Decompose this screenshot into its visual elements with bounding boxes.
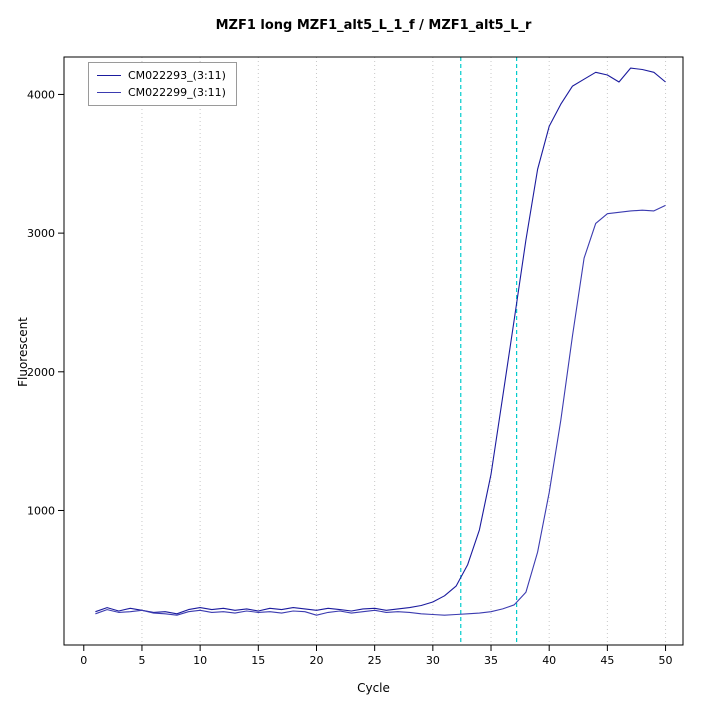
svg-text:4000: 4000 bbox=[27, 88, 55, 101]
legend-line-swatch bbox=[97, 75, 121, 76]
svg-text:25: 25 bbox=[368, 654, 382, 667]
chart-title: MZF1 long MZF1_alt5_L_1_f / MZF1_alt5_L_… bbox=[215, 18, 532, 33]
legend-label: CM022293_(3:11) bbox=[128, 69, 226, 82]
svg-text:40: 40 bbox=[542, 654, 556, 667]
y-axis-label: Fluorescent bbox=[16, 317, 30, 387]
legend-item: CM022299_(3:11) bbox=[97, 84, 226, 101]
svg-text:3000: 3000 bbox=[27, 227, 55, 240]
svg-text:30: 30 bbox=[426, 654, 440, 667]
svg-text:35: 35 bbox=[484, 654, 498, 667]
svg-text:50: 50 bbox=[659, 654, 673, 667]
legend: CM022293_(3:11) CM022299_(3:11) bbox=[88, 62, 237, 106]
svg-text:45: 45 bbox=[600, 654, 614, 667]
legend-line-swatch bbox=[97, 92, 121, 93]
svg-text:15: 15 bbox=[251, 654, 265, 667]
legend-item: CM022293_(3:11) bbox=[97, 67, 226, 84]
svg-text:0: 0 bbox=[80, 654, 87, 667]
svg-text:1000: 1000 bbox=[27, 504, 55, 517]
svg-text:10: 10 bbox=[193, 654, 207, 667]
svg-text:5: 5 bbox=[138, 654, 145, 667]
svg-text:2000: 2000 bbox=[27, 366, 55, 379]
legend-label: CM022299_(3:11) bbox=[128, 86, 226, 99]
svg-text:20: 20 bbox=[309, 654, 323, 667]
x-axis-label: Cycle bbox=[357, 681, 390, 695]
